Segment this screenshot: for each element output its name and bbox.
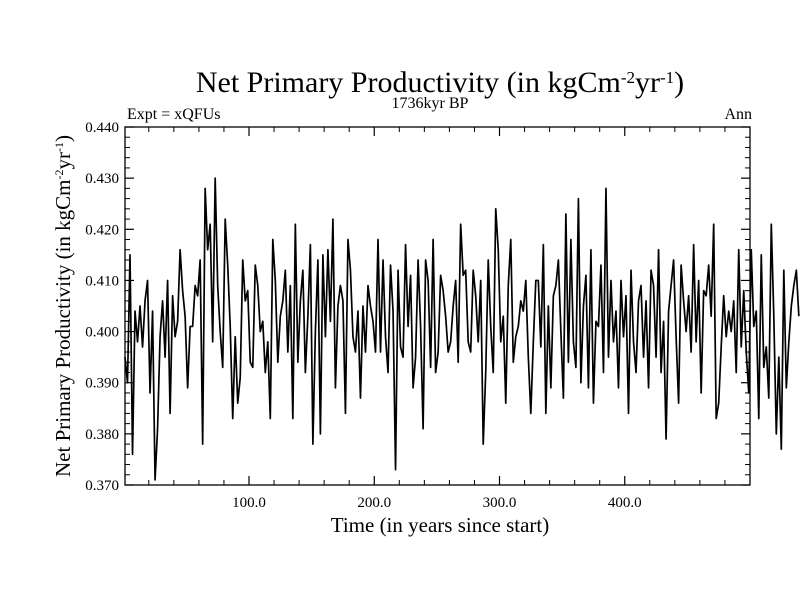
y-tick-label: 0.420 <box>85 222 119 238</box>
y-tick-label: 0.410 <box>85 273 119 289</box>
plot-frame <box>124 126 751 486</box>
x-tick-label: 300.0 <box>483 495 517 511</box>
y-axis-label: Net Primary Productivity (in kgCm-2yr-1) <box>51 135 75 477</box>
x-axis-ticks: 100.0 200.0 300.0 400.0 <box>148 127 726 511</box>
y-tick-label: 0.380 <box>85 427 119 443</box>
x-tick-label: 200.0 <box>357 495 391 511</box>
x-tick-label: 400.0 <box>608 495 642 511</box>
y-tick-label: 0.430 <box>85 171 119 187</box>
x-axis-label: Time (in years since start) <box>331 513 550 537</box>
y-axis-ticks: 0.370 0.380 0.390 0.400 0.410 0.420 0.430 0.440 <box>85 120 750 494</box>
subtitle-right: Ann <box>724 106 752 123</box>
series-line-npp <box>124 177 800 481</box>
chart-title: Net Primary Productivity (in kgCm-2yr-1) <box>196 66 684 99</box>
x-tick-label: 100.0 <box>232 495 266 511</box>
y-tick-label: 0.400 <box>85 325 119 341</box>
y-tick-label: 0.370 <box>85 478 119 494</box>
subtitle-left: Expt = xQFUs <box>127 106 220 123</box>
y-tick-label: 0.440 <box>85 120 119 136</box>
subtitle-center: 1736kyr BP <box>392 95 469 112</box>
y-tick-label: 0.390 <box>85 376 119 392</box>
